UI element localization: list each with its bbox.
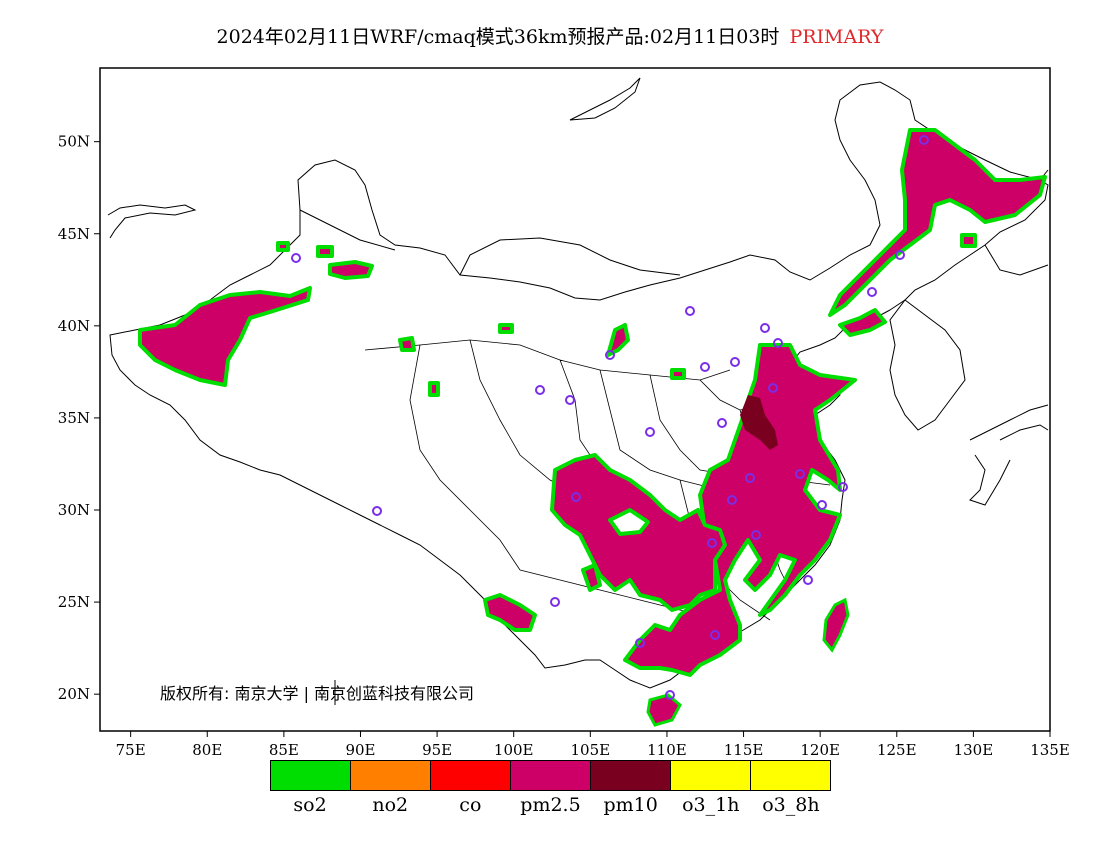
x-tick-label: 80E [192, 741, 222, 759]
y-tick-label: 45N [58, 225, 90, 243]
legend-label: o3_8h [762, 794, 820, 816]
station-marker [727, 495, 737, 505]
pm25-region-shaanxi [670, 368, 686, 380]
y-tick-label: 35N [58, 409, 90, 427]
x-tick-label: 120E [800, 741, 840, 759]
legend-label: pm2.5 [520, 794, 581, 816]
axis-ticks: 75E 80E 85E 90E 95E 100E 105E 110E 115E 120E 125E 1… [58, 133, 1070, 759]
station-marker [571, 492, 581, 502]
pm25-region-tarim [138, 286, 312, 387]
pm25-region-gansu [498, 323, 514, 334]
station-marker [700, 362, 710, 372]
legend-swatch-co [431, 761, 511, 790]
pm25-region-yunnan [483, 593, 537, 632]
x-tick-label: 105E [571, 741, 611, 759]
station-marker [550, 597, 560, 607]
pm25-region-northeast [828, 128, 1047, 317]
hainan-outline [646, 693, 682, 727]
pm25-region-liaoning [838, 308, 887, 337]
map-frame [99, 67, 1051, 732]
x-tick-label: 75E [116, 741, 146, 759]
caspian-coast [107, 204, 197, 239]
taiwan-outline [822, 597, 850, 653]
legend-swatch-so2 [271, 761, 351, 790]
legend-label: o3_1h [682, 794, 740, 816]
station-marker [717, 418, 727, 428]
station-marker [895, 250, 905, 260]
pm25-region-guangxi [581, 563, 602, 592]
legend-swatch-pm10 [591, 761, 671, 790]
station-marker [773, 338, 783, 348]
station-marker [372, 506, 382, 516]
station-marker [768, 383, 778, 393]
station-marker [645, 427, 655, 437]
map-title: 2024年02月11日WRF/cmaq模式36km预报产品:02月11日03时 P… [0, 22, 1100, 49]
japan-outline [969, 404, 1049, 506]
korea-outline [889, 299, 966, 431]
pm25-region-xj-dot1 [276, 241, 290, 252]
x-tick-label: 85E [269, 741, 299, 759]
x-tick-label: 95E [422, 741, 452, 759]
y-tick-label: 30N [58, 501, 90, 519]
y-tick-label: 40N [58, 317, 90, 335]
x-tick-label: 115E [724, 741, 764, 759]
pm25-region-ne2 [960, 233, 977, 248]
legend-label: no2 [372, 794, 409, 816]
station-marker [919, 135, 929, 145]
y-tick-label: 25N [58, 593, 90, 611]
pm25-regions [138, 128, 1047, 677]
x-tick-label: 90E [345, 741, 375, 759]
y-tick-label: 50N [58, 133, 90, 151]
station-marker [760, 323, 770, 333]
x-tick-label: 100E [494, 741, 534, 759]
pm25-region-sichuan-gap [608, 508, 650, 536]
station-marker [867, 287, 877, 297]
station-marker [803, 575, 813, 585]
legend-label: pm10 [603, 794, 658, 816]
station-marker [730, 357, 740, 367]
pm25-region-qinghai [398, 336, 416, 352]
station-marker [535, 385, 545, 395]
station-marker [795, 469, 805, 479]
map-content [107, 77, 1049, 727]
station-marker [817, 500, 827, 510]
legend-label: co [459, 794, 482, 816]
mongolia-border [299, 209, 681, 276]
copyright-text: 版权所有: 南京大学 | 南京创蓝科技有限公司 [160, 684, 475, 703]
legend-swatch-no2 [351, 761, 431, 790]
station-marker [605, 350, 615, 360]
station-marker [665, 690, 675, 700]
y-tick-label: 20N [58, 685, 90, 703]
pm25-region-qinghai2 [428, 381, 440, 397]
station-marker [685, 306, 695, 316]
x-tick-label: 130E [954, 741, 994, 759]
pm10-region [740, 395, 778, 450]
station-marker [751, 530, 761, 540]
x-tick-label: 110E [647, 741, 687, 759]
title-primary-tag: PRIMARY [789, 26, 884, 48]
station-marker [565, 395, 575, 405]
legend-swatch-pm2-5 [511, 761, 591, 790]
station-marker [710, 630, 720, 640]
station-markers [291, 135, 929, 700]
legend-label: so2 [293, 794, 327, 816]
x-tick-label: 135E [1030, 741, 1070, 759]
x-tick-label: 125E [877, 741, 917, 759]
station-marker [291, 253, 301, 263]
station-marker [635, 638, 645, 648]
station-marker [838, 482, 848, 492]
pm25-region-xj-dot2 [316, 245, 334, 258]
station-marker [707, 538, 717, 548]
lake-baikal [569, 77, 641, 121]
legend-bar [270, 760, 831, 791]
china-border [109, 81, 1049, 689]
legend-swatch-o3-1h [671, 761, 751, 790]
legend-labels: so2 no2 co pm2.5 pm10 o3_1h o3_8h [270, 794, 831, 816]
title-main: 2024年02月11日WRF/cmaq模式36km预报产品:02月11日03时 [216, 26, 780, 48]
legend-swatch-o3-8h [751, 761, 830, 790]
station-marker [745, 473, 755, 483]
pm25-region-north-xj [328, 260, 374, 280]
